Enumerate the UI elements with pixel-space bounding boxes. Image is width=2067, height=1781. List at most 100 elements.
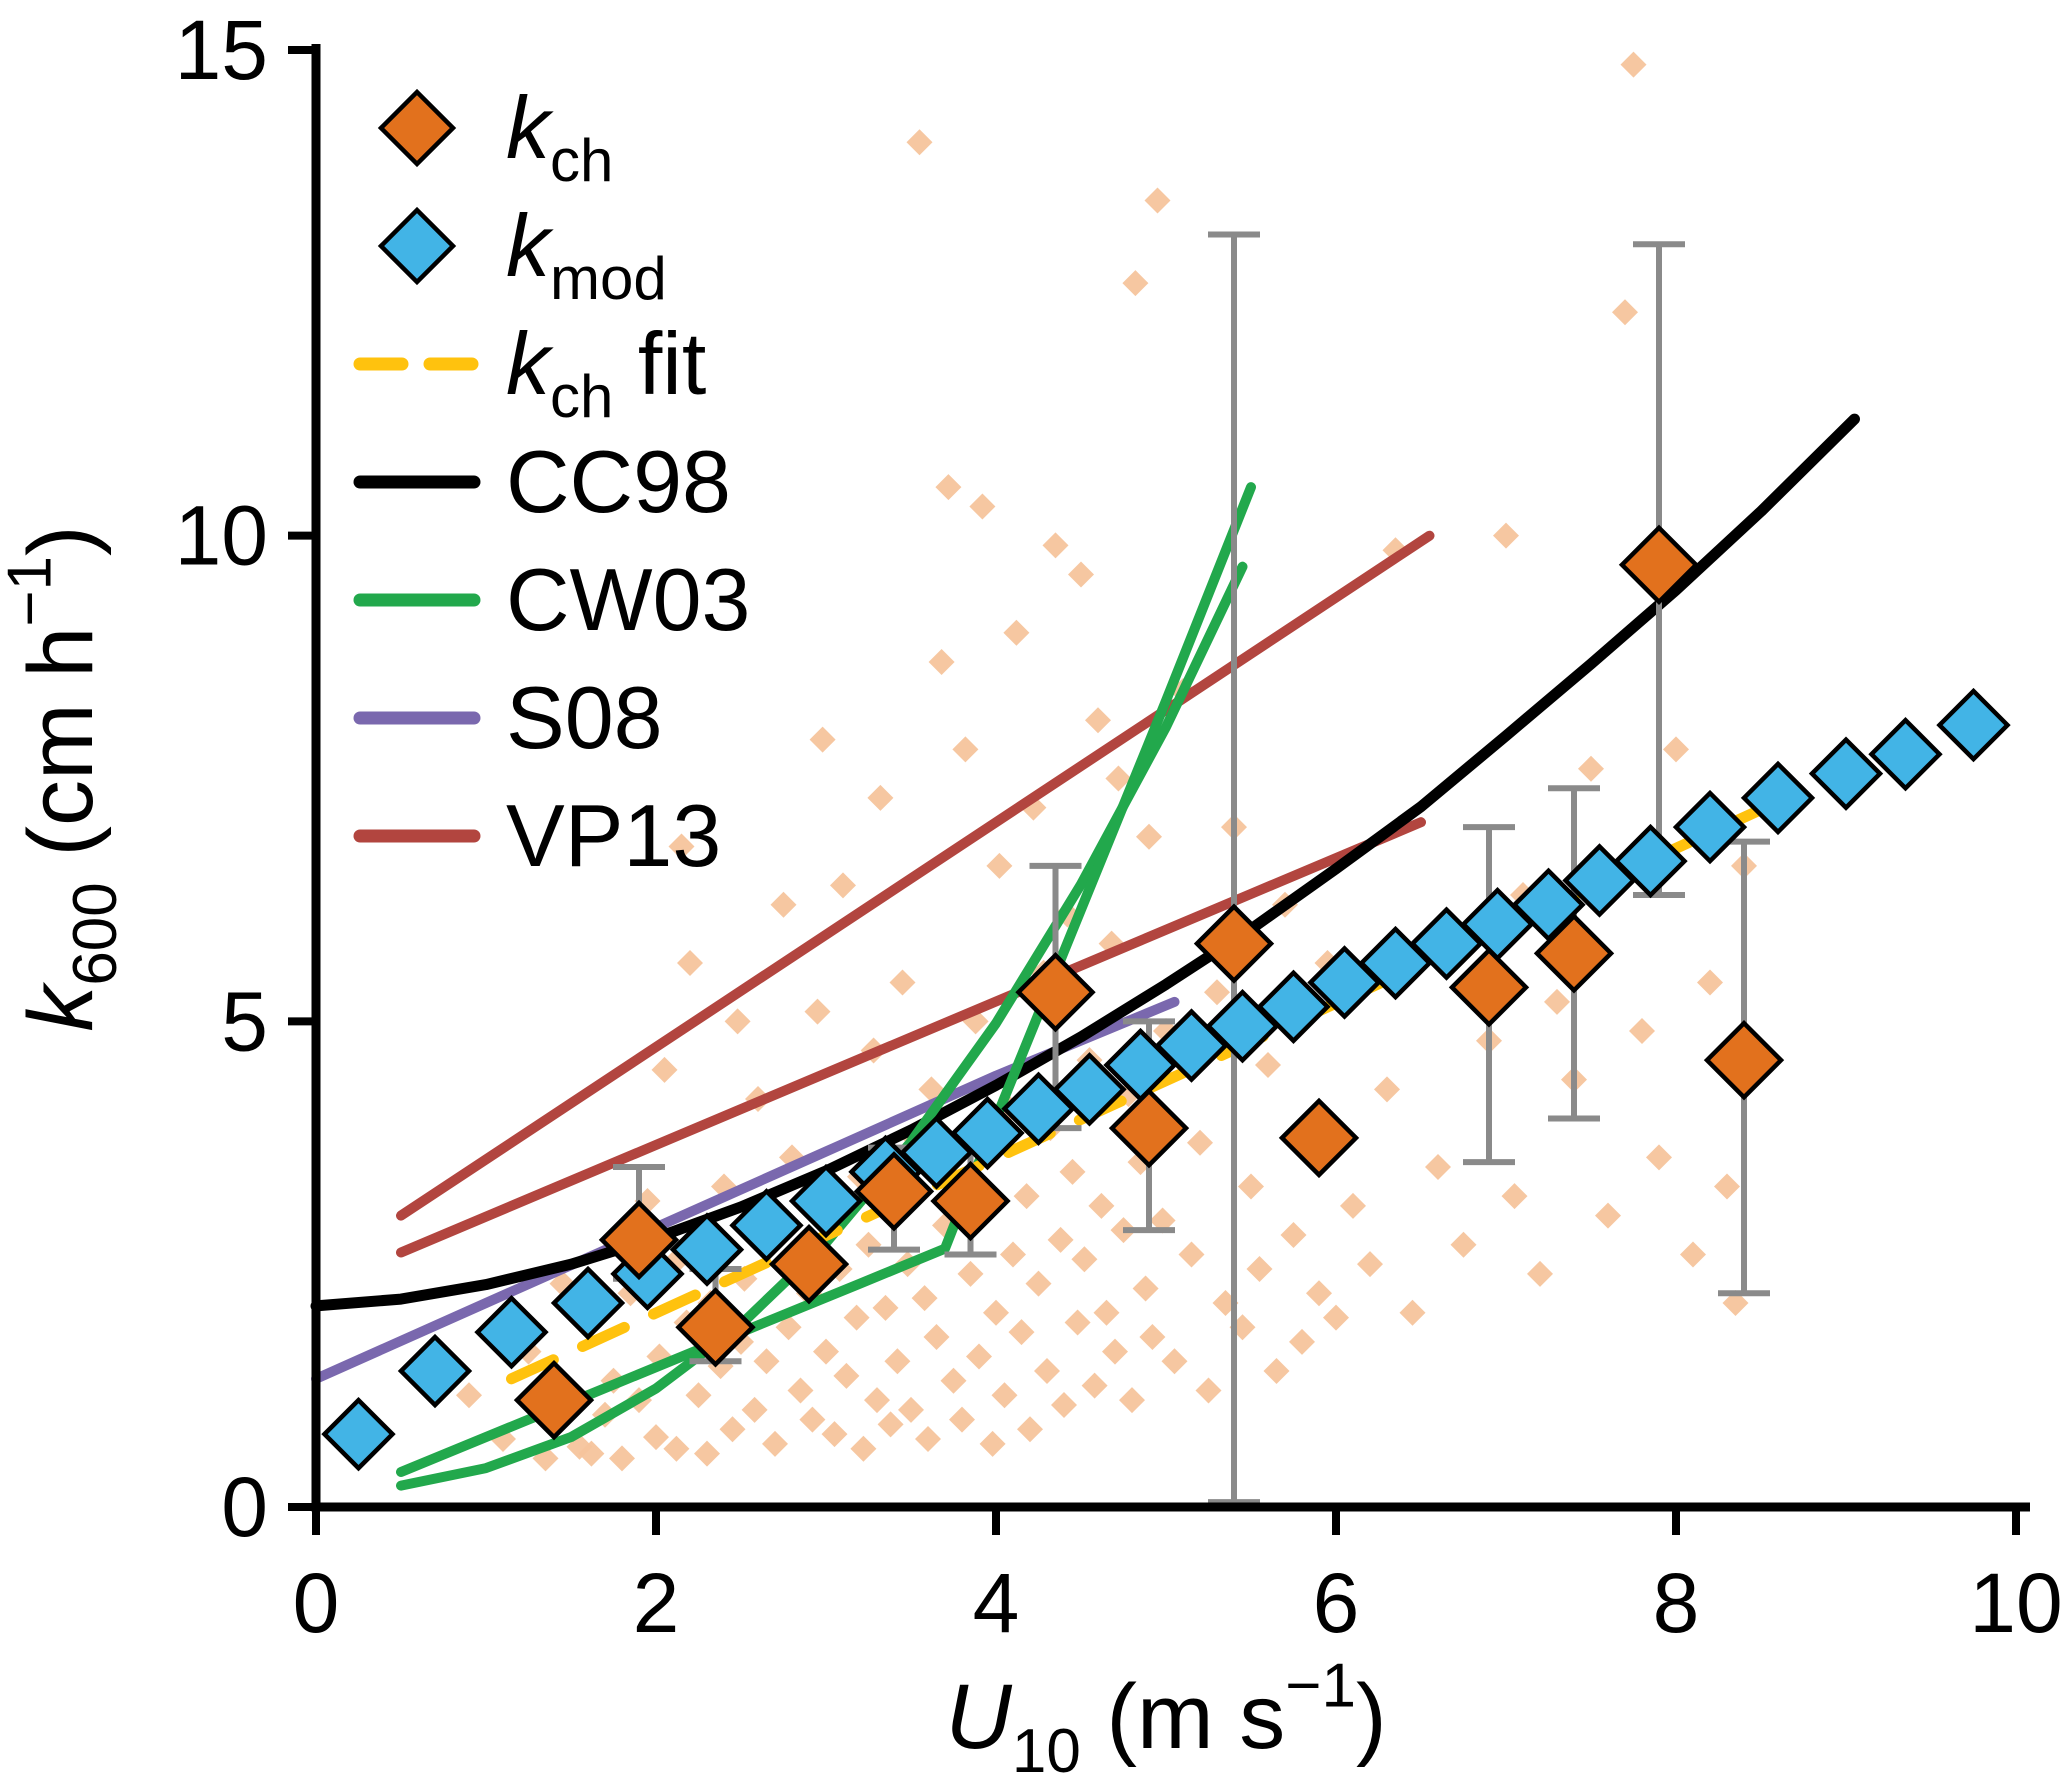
- background-point: [1663, 736, 1689, 763]
- background-point: [986, 852, 1013, 879]
- background-point: [872, 1294, 899, 1321]
- line-kch-fit: [506, 800, 1775, 1385]
- background-point: [1306, 1280, 1332, 1307]
- background-point: [1042, 532, 1069, 559]
- background-point: [1714, 1173, 1740, 1200]
- x-tick-label: 2: [633, 1556, 680, 1650]
- kch-point: [1278, 1097, 1360, 1179]
- background-point: [867, 784, 894, 811]
- background-point: [1450, 1231, 1477, 1258]
- background-point: [762, 1430, 788, 1457]
- background-point: [983, 1299, 1009, 1326]
- background-point: [1595, 1202, 1621, 1229]
- background-point: [1374, 1076, 1400, 1103]
- y-tick-label: 10: [175, 489, 268, 583]
- legend-item-kch: kch: [377, 78, 613, 194]
- kch-point: [930, 1160, 1011, 1242]
- background-point: [1085, 707, 1111, 734]
- background-point: [1003, 619, 1030, 646]
- legend-item-kch-fit: kch fit: [353, 314, 706, 430]
- background-point: [724, 1008, 751, 1035]
- background-point: [1105, 765, 1132, 792]
- background-point: [966, 1343, 992, 1370]
- background-point: [969, 493, 996, 520]
- background-point: [1139, 1324, 1166, 1351]
- background-point: [850, 1435, 877, 1462]
- background-point: [877, 1411, 904, 1438]
- kmod-point: [1808, 736, 1884, 811]
- legend-kch-label: kch: [506, 78, 613, 194]
- kmod-point: [1672, 789, 1748, 865]
- background-point: [1340, 1192, 1366, 1219]
- background-point: [1122, 270, 1149, 297]
- background-point: [809, 726, 836, 753]
- background-point: [1399, 1299, 1426, 1326]
- background-point: [952, 736, 979, 763]
- legend-vp13-label: VP13: [506, 786, 721, 885]
- background-point: [1000, 1241, 1026, 1268]
- background-point: [1088, 1192, 1115, 1219]
- background-point: [1612, 299, 1638, 326]
- background-point: [694, 1440, 720, 1467]
- legend-kmod-label: kmod: [506, 196, 667, 312]
- line-cw03-path: [396, 482, 1256, 1477]
- kch-point: [1193, 903, 1275, 984]
- kch-point: [853, 1151, 935, 1232]
- kmod-point: [788, 1163, 864, 1239]
- background-point: [1071, 1246, 1098, 1273]
- kmod-point: [1052, 1052, 1127, 1127]
- kch-point: [1448, 947, 1530, 1028]
- background-point: [1144, 187, 1171, 214]
- kmod-point: [1868, 717, 1943, 792]
- legend-item-kmod: kmod: [377, 196, 667, 312]
- background-point: [940, 1367, 967, 1394]
- background-point: [1064, 1309, 1091, 1336]
- background-point: [1527, 1260, 1553, 1287]
- background-point: [1017, 1416, 1043, 1443]
- background-point: [1357, 1251, 1383, 1278]
- background-point: [949, 1406, 975, 1433]
- background-point: [609, 1445, 635, 1472]
- background-point: [898, 1396, 924, 1423]
- background-point: [813, 1338, 839, 1365]
- background-point: [663, 1435, 690, 1462]
- background-point: [643, 1424, 669, 1451]
- kmod-point: [321, 1396, 396, 1472]
- background-point: [1280, 1222, 1307, 1249]
- legend-s08-label: S08: [506, 668, 663, 767]
- x-axis-title: U10 (m s−1): [945, 1652, 1386, 1781]
- background-point: [1238, 1173, 1264, 1200]
- background-point: [1132, 1275, 1159, 1302]
- background-point: [1722, 1290, 1749, 1317]
- line-vp13-path: [396, 817, 1426, 1258]
- background-point: [1178, 1241, 1205, 1268]
- kch-point: [675, 1287, 756, 1368]
- line-vp13: [396, 530, 1435, 1258]
- legend-cw03-label: CW03: [506, 550, 751, 649]
- background-point: [1697, 969, 1723, 996]
- kch-point: [1618, 524, 1700, 605]
- legend-item-cc98: CC98: [353, 432, 731, 531]
- y-tick-label: 0: [221, 1460, 268, 1554]
- background-point: [1051, 1392, 1077, 1419]
- kmod-point: [397, 1333, 473, 1409]
- background-point: [456, 1382, 482, 1409]
- kch-point: [1108, 1087, 1190, 1169]
- background-point: [1034, 1358, 1060, 1385]
- background-point: [1081, 1372, 1108, 1399]
- background-point: [1161, 1348, 1188, 1375]
- background-point: [741, 1396, 768, 1423]
- background-point: [1136, 823, 1162, 850]
- line-cc98: [310, 413, 1860, 1312]
- kch-point: [768, 1223, 850, 1305]
- background-point: [753, 1348, 780, 1375]
- kmod-point: [474, 1294, 549, 1370]
- series-kmod: [321, 687, 2011, 1472]
- kch-point: [513, 1359, 595, 1441]
- y-tick-label: 15: [175, 3, 268, 97]
- background-point: [719, 1416, 746, 1443]
- background-point: [884, 1348, 911, 1375]
- background-point: [1008, 1319, 1035, 1346]
